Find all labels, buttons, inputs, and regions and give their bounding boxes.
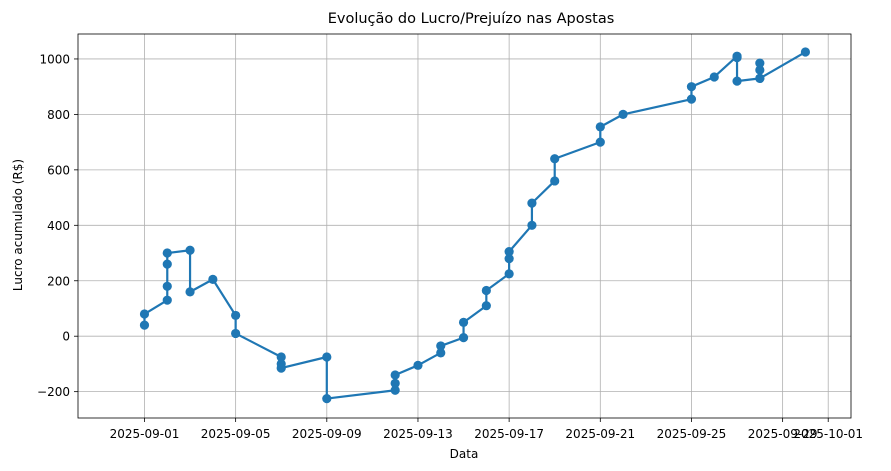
data-point (458, 317, 469, 327)
data-point (139, 309, 150, 319)
data-point (732, 76, 742, 86)
data-point (390, 378, 400, 388)
data-point (208, 274, 218, 284)
x-tick-label: 2025-09-09 (292, 427, 362, 441)
data-point (139, 320, 150, 330)
data-point (504, 247, 514, 257)
data-point (595, 137, 605, 147)
data-point (162, 295, 172, 305)
data-point (276, 363, 286, 373)
data-point (162, 259, 172, 269)
x-tick-label: 2025-09-05 (201, 427, 271, 441)
data-point (390, 385, 400, 395)
y-tick-label: 400 (47, 219, 70, 233)
data-point (618, 109, 628, 120)
data-point (755, 65, 765, 75)
x-axis-ticks: 2025-09-01 2025-09-05 2025-09-09 2025-09-13… (110, 418, 863, 441)
data-point (276, 352, 286, 362)
data-point (800, 47, 811, 57)
data-point (231, 328, 241, 339)
data-point (755, 58, 765, 68)
chart-title: Evolução do Lucro/Prejuízo nas Apostas (328, 11, 615, 27)
data-point (436, 341, 446, 351)
data-point (481, 301, 491, 311)
data-point (550, 154, 560, 164)
y-tick-label: 1000 (39, 52, 70, 66)
plot-frame (77, 33, 852, 419)
x-tick-label: 2025-09-29 (748, 427, 818, 441)
x-tick-label: 2025-10-01 (793, 427, 863, 441)
data-point (458, 332, 469, 343)
data-point (390, 370, 400, 380)
data-point (595, 122, 605, 132)
data-point (231, 310, 241, 321)
y-axis-ticks: −200 0 200 400 600 800 1000 (37, 52, 78, 399)
data-point (755, 73, 765, 83)
y-tick-label: 0 (62, 330, 70, 344)
y-tick-label: 800 (47, 108, 70, 122)
data-point (527, 220, 537, 230)
data-point (185, 245, 195, 255)
y-tick-label: 600 (47, 163, 70, 177)
data-point (162, 248, 172, 258)
y-axis-label: Lucro acumulado (R$) (11, 159, 25, 291)
data-point (504, 269, 514, 279)
x-tick-label: 2025-09-01 (110, 427, 180, 441)
data-point (504, 253, 514, 264)
x-tick-label: 2025-09-25 (657, 427, 727, 441)
data-point (322, 352, 332, 362)
data-point (185, 287, 195, 297)
data-point (322, 393, 332, 404)
x-tick-label: 2025-09-17 (474, 427, 544, 441)
y-tick-label: −200 (37, 385, 70, 399)
x-tick-label: 2025-09-13 (383, 427, 453, 441)
data-point (686, 82, 697, 92)
data-point (550, 176, 560, 186)
y-tick-label: 200 (47, 274, 70, 288)
data-point (413, 360, 423, 370)
data-point (709, 72, 719, 82)
x-tick-label: 2025-09-21 (565, 427, 635, 441)
data-point (732, 52, 742, 63)
data-point (527, 198, 537, 208)
x-axis-label: Data (450, 447, 479, 461)
data-series (139, 47, 811, 404)
data-point (162, 281, 172, 291)
data-point (686, 94, 697, 104)
data-point (481, 285, 491, 296)
data-point (436, 348, 446, 358)
